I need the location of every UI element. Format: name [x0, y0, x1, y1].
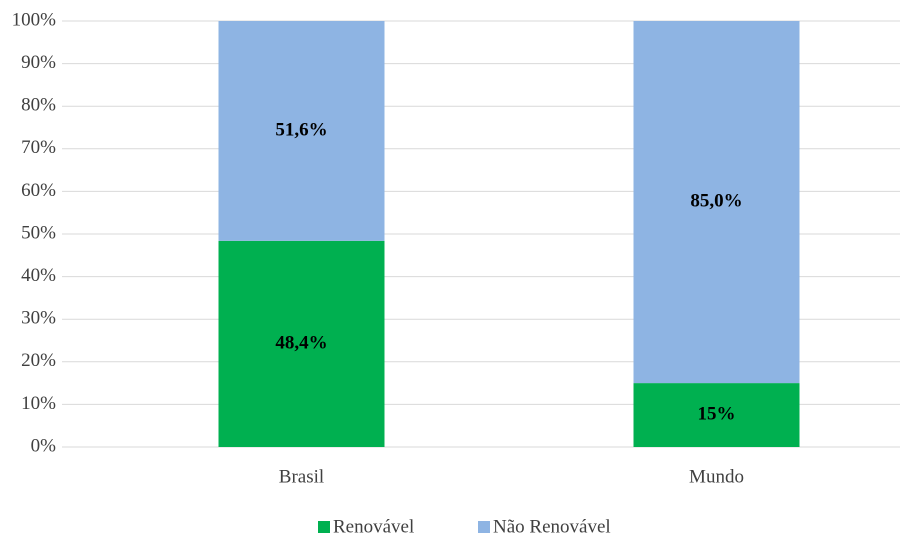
- y-tick-label: 30%: [21, 308, 56, 329]
- y-tick-label: 20%: [21, 350, 56, 371]
- value-label: 85,0%: [690, 190, 742, 211]
- x-tick-label: Brasil: [279, 466, 324, 487]
- y-tick-label: 90%: [21, 52, 56, 73]
- bar-segment: [633, 21, 800, 384]
- legend-label: Renovável: [333, 516, 414, 537]
- bar-segment: [218, 21, 385, 241]
- y-tick-label: 50%: [21, 222, 56, 243]
- bar-segment: [218, 240, 385, 447]
- y-tick-label: 10%: [21, 393, 56, 414]
- y-tick-label: 70%: [21, 137, 56, 158]
- x-tick-label: Mundo: [689, 466, 744, 487]
- y-tick-label: 60%: [21, 180, 56, 201]
- legend-label: Não Renovável: [493, 516, 611, 537]
- bar-segment: [633, 383, 800, 447]
- legend-swatch: [318, 521, 330, 533]
- value-label: 48,4%: [275, 332, 327, 353]
- legend-swatch: [478, 521, 490, 533]
- y-tick-label: 0%: [31, 435, 57, 456]
- y-tick-label: 80%: [21, 95, 56, 116]
- y-tick-label: 40%: [21, 265, 56, 286]
- y-tick-label: 100%: [12, 9, 57, 30]
- value-label: 15%: [698, 403, 736, 424]
- value-label: 51,6%: [275, 119, 327, 140]
